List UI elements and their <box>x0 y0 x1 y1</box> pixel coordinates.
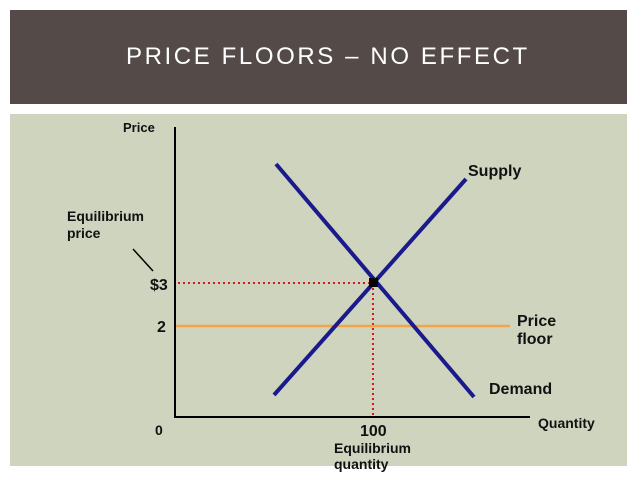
price-floor-label-line1: Price <box>517 313 556 330</box>
equilibrium-price-label-line2: price <box>67 225 101 241</box>
x-tick-label-100: 100 <box>360 423 387 440</box>
title-bar: PRICE FLOORS – NO EFFECT <box>10 10 627 104</box>
price-floor-label-line2: floor <box>517 331 553 348</box>
demand-label: Demand <box>489 381 552 398</box>
y-tick-label-3: $3 <box>150 277 168 294</box>
y-axis-label: Price <box>123 120 155 135</box>
supply-label: Supply <box>468 163 521 180</box>
slide-title: PRICE FLOORS – NO EFFECT <box>126 43 530 70</box>
equilibrium-quantity-label-line1: Equilibrium <box>334 440 411 456</box>
origin-label: 0 <box>155 422 163 438</box>
equilibrium-point <box>369 278 378 287</box>
x-axis-label: Quantity <box>538 415 595 431</box>
content-panel <box>10 114 627 466</box>
equilibrium-price-label-line1: Equilibrium <box>67 208 144 224</box>
equilibrium-price-pointer <box>132 248 154 272</box>
y-tick-label-2: 2 <box>157 319 166 336</box>
equilibrium-quantity-label-line2: quantity <box>334 456 389 472</box>
